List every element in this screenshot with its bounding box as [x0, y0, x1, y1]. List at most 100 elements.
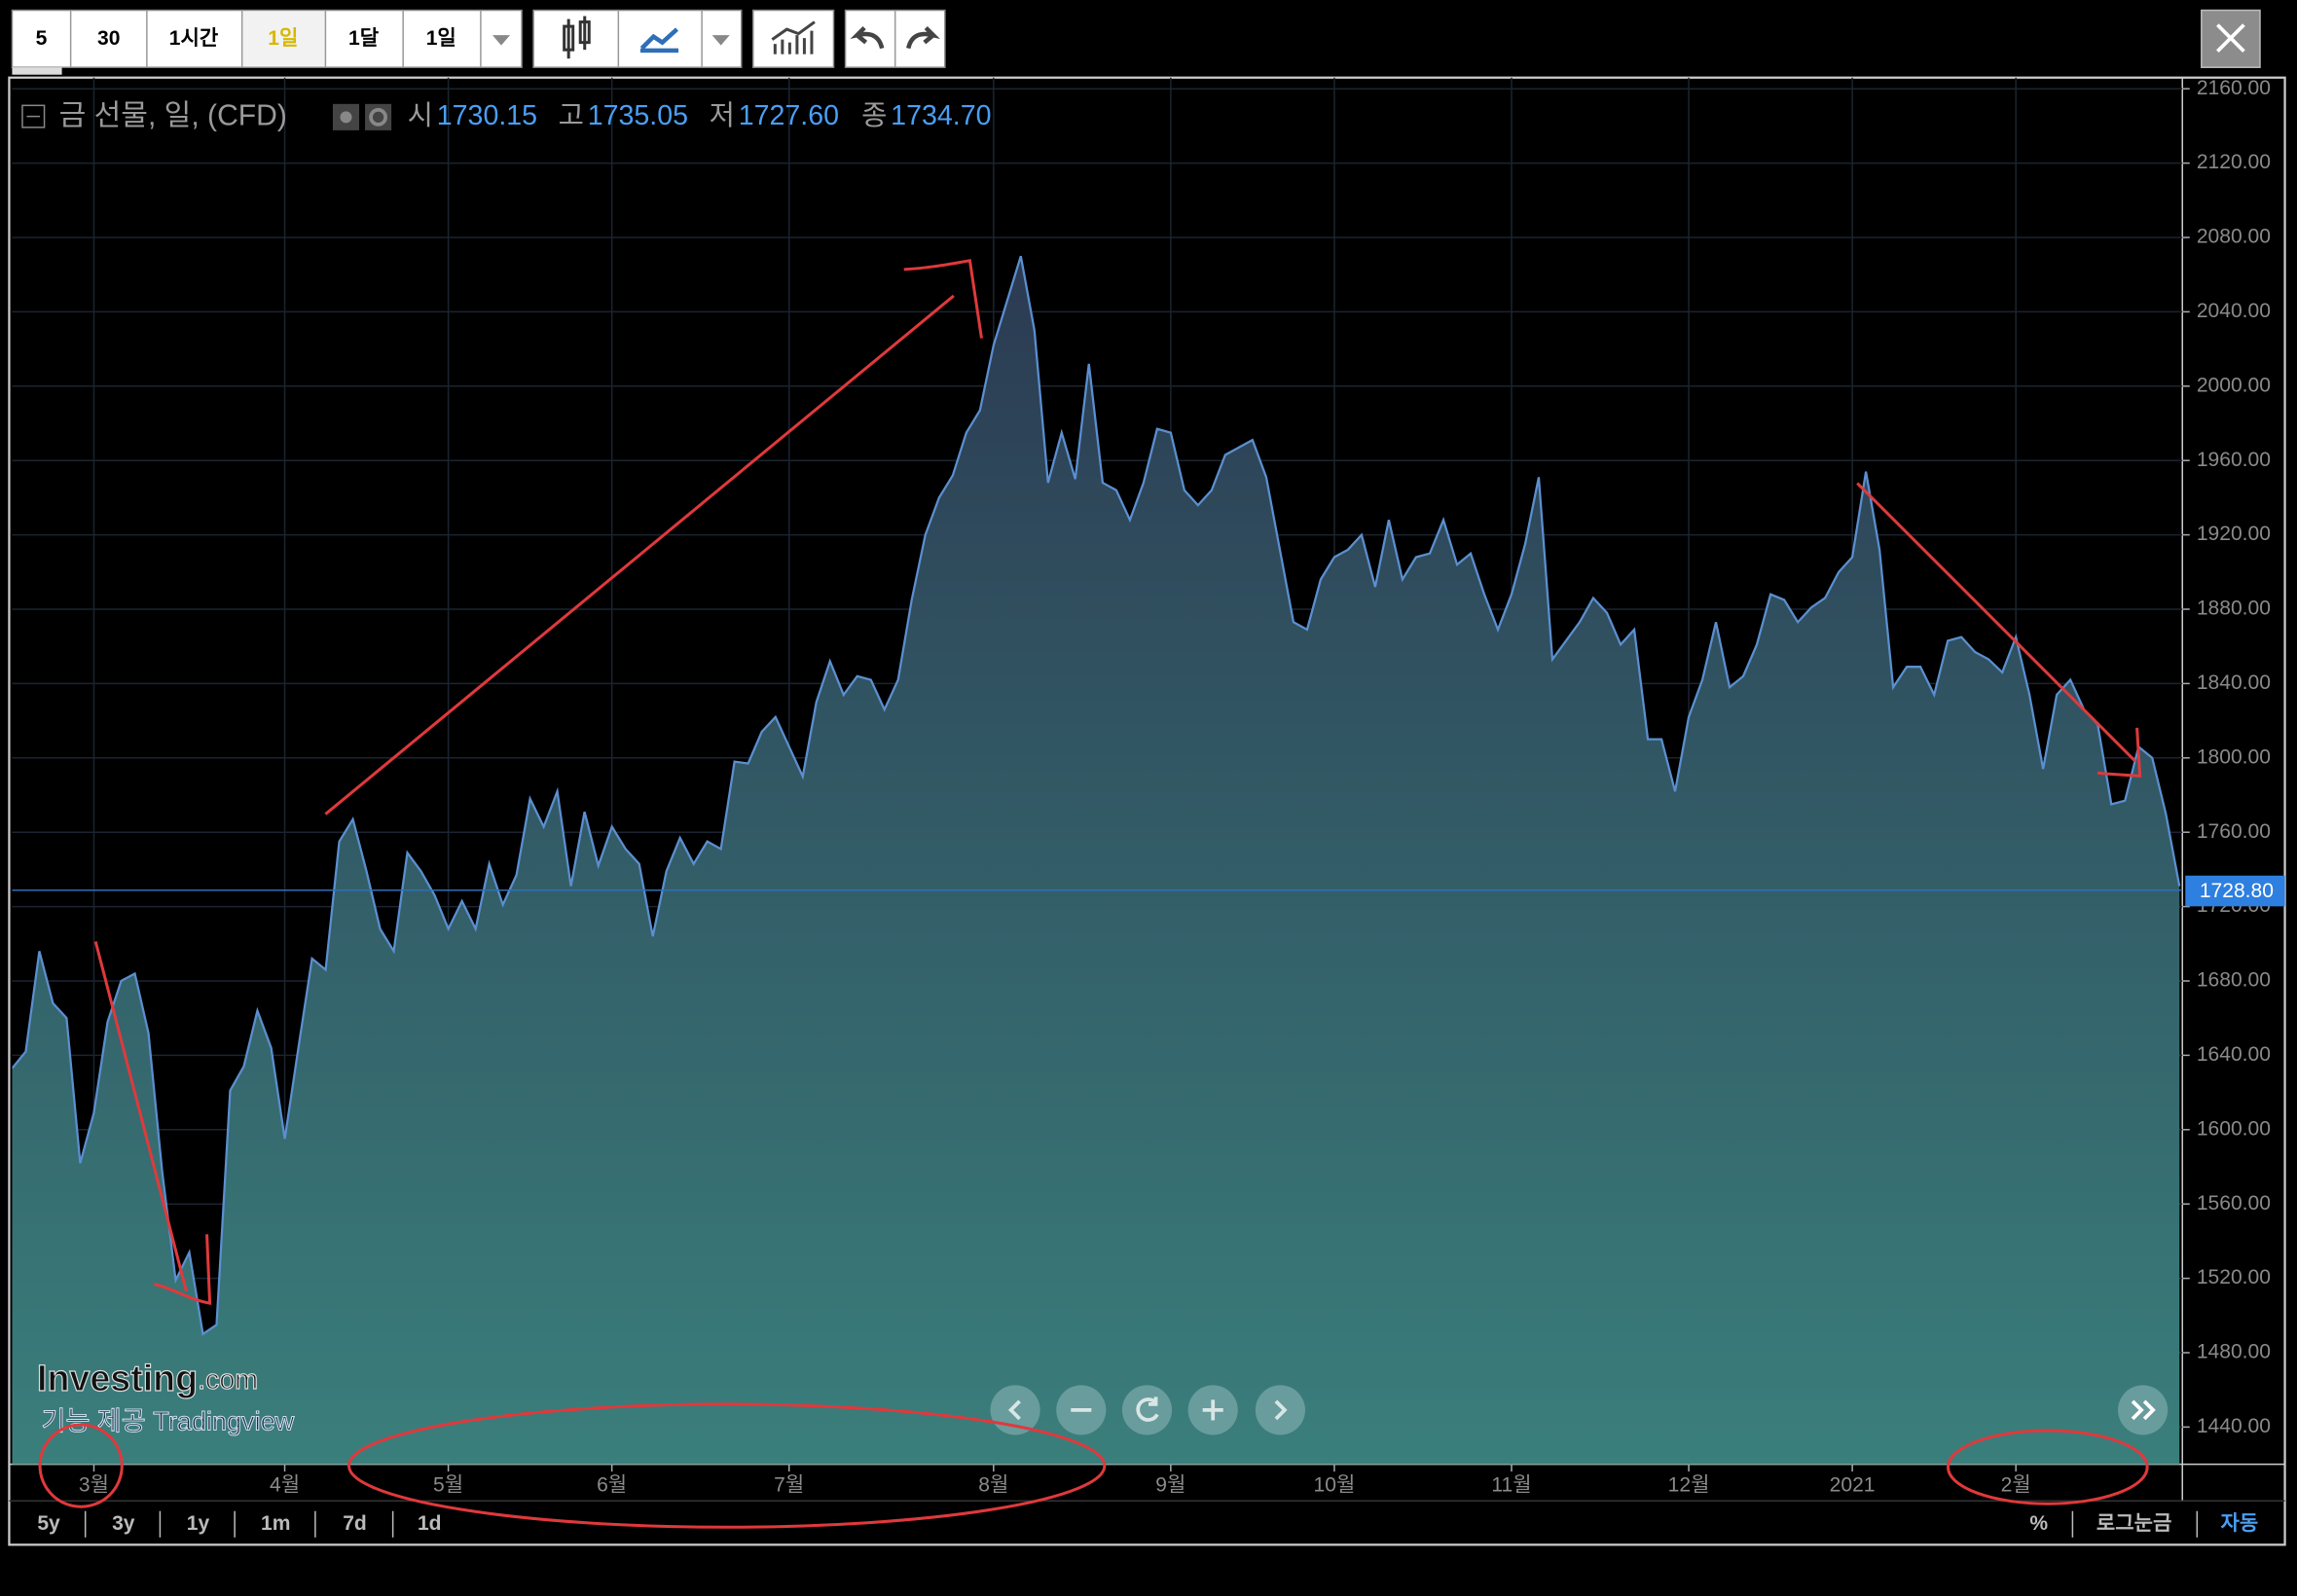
interval-dividers — [69, 10, 482, 68]
auto-scale-toggle[interactable]: 자동 — [2221, 1511, 2259, 1535]
y-tick-label: 2000.00 — [2197, 374, 2271, 396]
price-area — [12, 256, 2180, 1465]
ohlc-label: 고 — [559, 100, 584, 131]
x-tick-label: 7월 — [774, 1473, 804, 1497]
ohlc-value: 1735.05 — [588, 100, 688, 131]
redo-button[interactable] — [906, 25, 940, 50]
eye-dot — [340, 111, 352, 124]
indicator-icon — [771, 20, 816, 54]
gear-dot — [369, 107, 387, 127]
ohlc-value: 1730.15 — [437, 100, 537, 131]
x-tick-label: 3월 — [79, 1473, 109, 1497]
ohlc-label: 종 — [861, 100, 887, 131]
x-tick-label: 8월 — [978, 1473, 1008, 1497]
candle-icon[interactable] — [563, 16, 591, 59]
range-button[interactable]: 5y — [37, 1512, 60, 1535]
y-tick-label: 1760.00 — [2197, 820, 2271, 843]
y-tick-label: 1560.00 — [2197, 1192, 2271, 1215]
y-tick-label: 1440.00 — [2197, 1415, 2271, 1437]
interval-button[interactable]: 1달 — [348, 26, 379, 50]
y-tick-label: 1600.00 — [2197, 1117, 2271, 1140]
y-tick-label: 1920.00 — [2197, 523, 2271, 545]
close-icon — [2216, 23, 2245, 53]
highlight-circle — [38, 1423, 124, 1508]
x-tick-label: 11월 — [1491, 1473, 1531, 1497]
last-price-label: 1728.80 — [2200, 880, 2274, 902]
decoration — [1202, 1399, 1223, 1421]
plot-area — [12, 255, 2183, 1465]
interval-button[interactable]: 30 — [97, 27, 120, 50]
x-tick-label: 2021 — [1830, 1474, 1876, 1497]
brand: Investing.com — [37, 1358, 258, 1398]
arrow-head — [2096, 727, 2142, 779]
scroll-left[interactable] — [990, 1385, 1040, 1435]
chart-frame — [8, 76, 2286, 1546]
legend: 금 선물, 일, (CFD) 시 1730.15 고 1735.05 저 172… — [21, 99, 992, 131]
ohlc-value: 1734.70 — [891, 100, 991, 131]
progress-tab — [12, 67, 62, 75]
highlight-ellipse — [1947, 1429, 2149, 1505]
y-tick-label: 2080.00 — [2197, 226, 2271, 248]
interval-button[interactable]: 1일 — [426, 26, 456, 50]
up-arrow — [324, 294, 955, 816]
ohlc-value: 1727.60 — [739, 100, 839, 131]
ohlc-label: 시 — [408, 100, 433, 131]
range-button[interactable]: 3y — [112, 1512, 135, 1535]
y-tick-label: 1880.00 — [2197, 598, 2271, 620]
active-interval — [241, 12, 326, 66]
x-tick-label: 5월 — [433, 1473, 463, 1497]
undo-button[interactable] — [850, 25, 885, 50]
decoration — [771, 20, 816, 41]
collapse-icon[interactable] — [21, 104, 46, 128]
range-separators — [84, 1510, 2199, 1538]
price-line — [12, 255, 2181, 1336]
scroll-right[interactable] — [1255, 1385, 1305, 1435]
nav-icons — [1007, 1396, 2156, 1422]
axes: 1440.00 1480.00 1520.00 1560.00 1600.00 1640.… — [79, 77, 2285, 1497]
ohlc-label: 저 — [710, 100, 735, 131]
y-tick-label: 1520.00 — [2197, 1266, 2271, 1288]
indicator-button[interactable] — [752, 9, 835, 68]
x-tick-label: 6월 — [597, 1473, 627, 1497]
decoration — [1007, 1399, 1021, 1421]
arrow-head — [903, 259, 983, 339]
brand-domain: .com — [198, 1363, 258, 1395]
symbol-title: 금 선물, 일, (CFD) — [59, 99, 287, 131]
brand-name: Investing — [37, 1358, 198, 1398]
y-tick-label: 2120.00 — [2197, 151, 2271, 173]
range-button[interactable]: 1m — [261, 1512, 290, 1535]
y-tick-label: 1480.00 — [2197, 1341, 2271, 1363]
x-tick-label: 2월 — [2001, 1473, 2031, 1497]
log-scale-toggle[interactable]: 로그눈금 — [2096, 1512, 2171, 1535]
percent-toggle[interactable]: % — [2029, 1512, 2048, 1535]
line-chart-icon[interactable] — [639, 27, 679, 51]
x-tick-label: 12월 — [1668, 1473, 1710, 1497]
range-button[interactable]: 1d — [418, 1512, 442, 1535]
toolbar: 5 30 1시간 1일 1달 1일 — [11, 9, 2261, 75]
interval-button[interactable]: 1시간 — [169, 26, 218, 50]
range-button[interactable]: 1y — [187, 1512, 210, 1535]
chart-type-dropdown[interactable] — [711, 35, 730, 46]
reset[interactable] — [1121, 1385, 1173, 1435]
arrow-head — [154, 1234, 212, 1305]
interval-button[interactable]: 5 — [36, 27, 48, 50]
y-tick-label: 2160.00 — [2197, 77, 2271, 99]
decoration — [1274, 1399, 1288, 1421]
settings-icon[interactable] — [365, 103, 392, 130]
decoration — [1136, 1396, 1159, 1422]
watermark: Investing.com 기능 제공 Tradingview — [36, 1357, 295, 1436]
y-tick-label: 1840.00 — [2197, 671, 2271, 694]
annotations — [38, 259, 2149, 1529]
interval-dropdown[interactable] — [492, 35, 510, 46]
down-arrow — [93, 941, 188, 1292]
highlight-ellipse — [346, 1402, 1107, 1529]
last-price-tag — [2185, 875, 2285, 907]
interval-button[interactable]: 1일 — [268, 26, 298, 50]
y-tick-label: 1960.00 — [2197, 449, 2271, 471]
range-button[interactable]: 7d — [343, 1512, 367, 1535]
decoration — [2131, 1399, 2156, 1421]
down-arrow — [1856, 482, 2137, 763]
credit: 기능 제공 Tradingview — [42, 1406, 295, 1436]
range-row: 5y 3y 1y 1m 7d 1d % 로그눈금 자동 — [37, 1510, 2259, 1538]
x-tick-label: 4월 — [270, 1473, 300, 1497]
